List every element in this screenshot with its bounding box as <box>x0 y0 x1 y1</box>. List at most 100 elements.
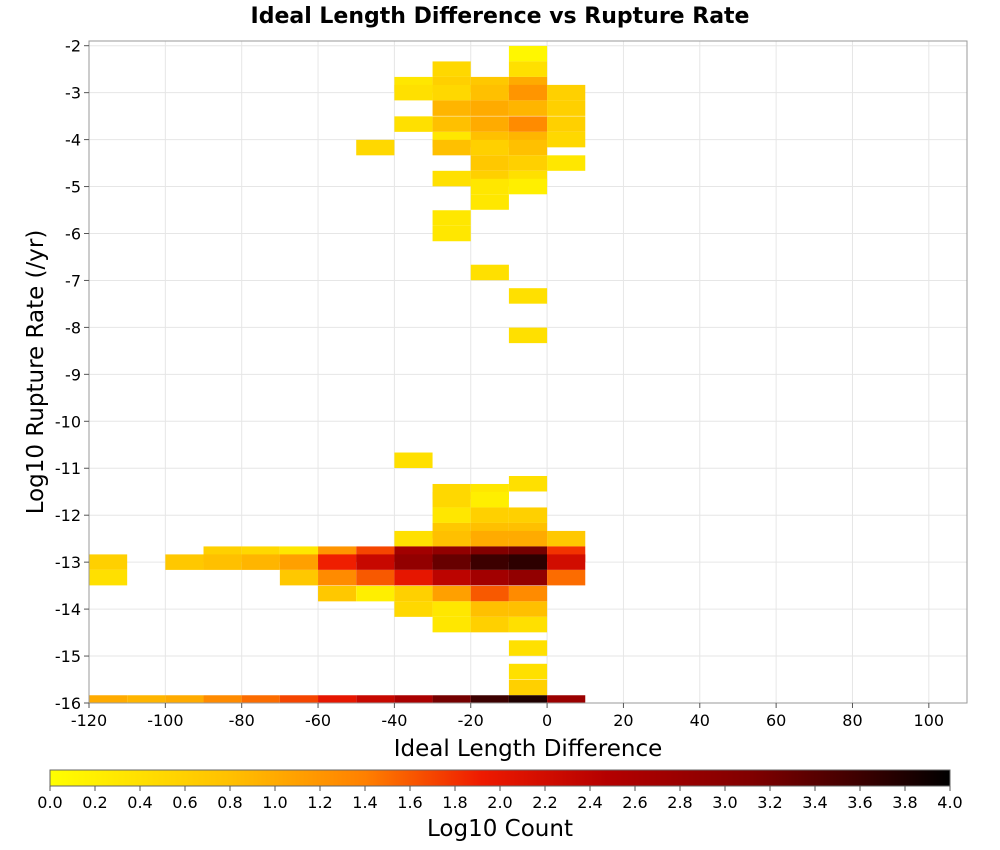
y-tick-label: -14 <box>55 600 81 619</box>
x-tick-label: 100 <box>914 711 945 730</box>
colorbar-tick-label: 1.2 <box>307 793 332 812</box>
heatmap-cell <box>165 554 204 570</box>
heatmap-cell <box>508 616 548 633</box>
chart-title: Ideal Length Difference vs Rupture Rate <box>251 4 750 29</box>
y-tick-label: -3 <box>65 84 81 103</box>
heatmap-cell <box>432 601 471 617</box>
heatmap-cell <box>470 601 509 617</box>
heatmap-cell <box>508 554 548 570</box>
heatmap-cell <box>547 554 586 570</box>
heatmap-cell <box>356 695 395 703</box>
heatmap-cell <box>432 116 471 132</box>
heatmap-cell <box>318 585 357 602</box>
colorbar-tick-label: 1.8 <box>442 793 467 812</box>
heatmap-cell <box>432 695 471 703</box>
x-tick-label: 0 <box>542 711 552 730</box>
heatmap-cell <box>470 116 509 132</box>
colorbar-tick-label: 3.8 <box>892 793 917 812</box>
x-axis-label: Ideal Length Difference <box>394 736 663 762</box>
heatmap-cell <box>203 554 242 570</box>
y-tick-label: -13 <box>55 553 81 572</box>
heatmap-cell <box>508 84 548 101</box>
x-tick-label: -80 <box>229 711 255 730</box>
heatmap-cell <box>470 530 509 547</box>
heatmap-cell <box>394 84 433 101</box>
x-tick-label: 80 <box>842 711 862 730</box>
heatmap-cell <box>470 84 509 101</box>
y-tick-label: -5 <box>65 178 81 197</box>
colorbar-tick-label: 0.2 <box>82 793 107 812</box>
x-tick-label: -40 <box>381 711 407 730</box>
heatmap-cell <box>432 100 471 116</box>
heatmap-cell <box>508 139 548 156</box>
colorbar-tick-label: 0.0 <box>37 793 62 812</box>
y-tick-label: -10 <box>55 412 81 431</box>
heatmap-cell <box>432 210 471 226</box>
heatmap-cell <box>470 569 509 586</box>
heatmap-cell <box>508 569 548 586</box>
x-axis-ticks: -120 -100 -80 -60 -40 -20 0 20 40 60 80 100 <box>71 703 944 730</box>
heatmap-cell <box>508 663 548 680</box>
colorbar-tick-label: 2.6 <box>622 793 647 812</box>
heatmap-cell <box>279 569 319 586</box>
heatmap-cell <box>432 84 471 101</box>
colorbar-tick-label: 2.0 <box>487 793 512 812</box>
heatmap-cells <box>89 45 586 703</box>
colorbar-ticks: 0.0 0.2 0.4 0.6 0.8 1.0 1.2 1.4 1.6 1.8 2.0 2.2 2.4 2… <box>37 786 963 812</box>
x-tick-label: -100 <box>147 711 183 730</box>
heatmap-cell <box>508 45 548 62</box>
heatmap-cell <box>508 327 548 344</box>
y-tick-label: -8 <box>65 318 81 337</box>
heatmap-cell <box>241 695 280 703</box>
heatmap-cell <box>470 616 509 633</box>
colorbar-tick-label: 3.0 <box>712 793 737 812</box>
y-tick-label: -9 <box>65 365 81 384</box>
colorbar-tick-label: 3.6 <box>847 793 872 812</box>
heatmap-cell <box>318 554 357 570</box>
heatmap-cell <box>318 695 357 703</box>
heatmap-cell <box>508 100 548 116</box>
heatmap-cell <box>547 155 586 171</box>
x-tick-label: -60 <box>305 711 331 730</box>
colorbar-tick-label: 0.8 <box>217 793 242 812</box>
heatmap-cell <box>394 452 433 469</box>
heatmap-cell <box>508 507 548 523</box>
heatmap-cell <box>432 61 471 77</box>
heatmap-cell <box>508 155 548 171</box>
heatmap-cell <box>470 155 509 171</box>
heatmap-cell <box>547 100 586 116</box>
colorbar-tick-label: 0.4 <box>127 793 152 812</box>
y-tick-label: -7 <box>65 271 81 290</box>
x-tick-label: -20 <box>458 711 484 730</box>
heatmap-cell <box>508 585 548 602</box>
heatmap-cell <box>470 695 509 703</box>
heatmap-cell <box>394 569 433 586</box>
heatmap-cell <box>508 116 548 132</box>
heatmap-cell <box>470 491 509 508</box>
heatmap-cell <box>432 507 471 523</box>
colorbar-tick-label: 0.6 <box>172 793 197 812</box>
colorbar-tick-label: 4.0 <box>937 793 962 812</box>
y-tick-label: -11 <box>55 459 81 478</box>
heatmap-cell <box>470 100 509 116</box>
colorbar <box>49 769 951 787</box>
heatmap-cell <box>127 695 166 703</box>
heatmap-cell <box>432 225 471 242</box>
colorbar-tick-label: 1.0 <box>262 793 287 812</box>
heatmap-cell <box>547 116 586 132</box>
heatmap-cell <box>547 530 586 547</box>
x-tick-label: 60 <box>766 711 786 730</box>
heatmap-cell <box>432 139 471 156</box>
colorbar-tick-label: 1.6 <box>397 793 422 812</box>
colorbar-tick-label: 2.4 <box>577 793 602 812</box>
y-tick-label: -12 <box>55 506 81 525</box>
heatmap-cell <box>356 569 395 586</box>
colorbar-tick-label: 2.2 <box>532 793 557 812</box>
heatmap-cell <box>432 530 471 547</box>
heatmap-cell <box>470 264 509 281</box>
y-tick-label: -15 <box>55 647 81 666</box>
heatmap-cell <box>432 569 471 586</box>
heatmap-cell <box>241 554 280 570</box>
heatmap-cell <box>279 695 319 703</box>
